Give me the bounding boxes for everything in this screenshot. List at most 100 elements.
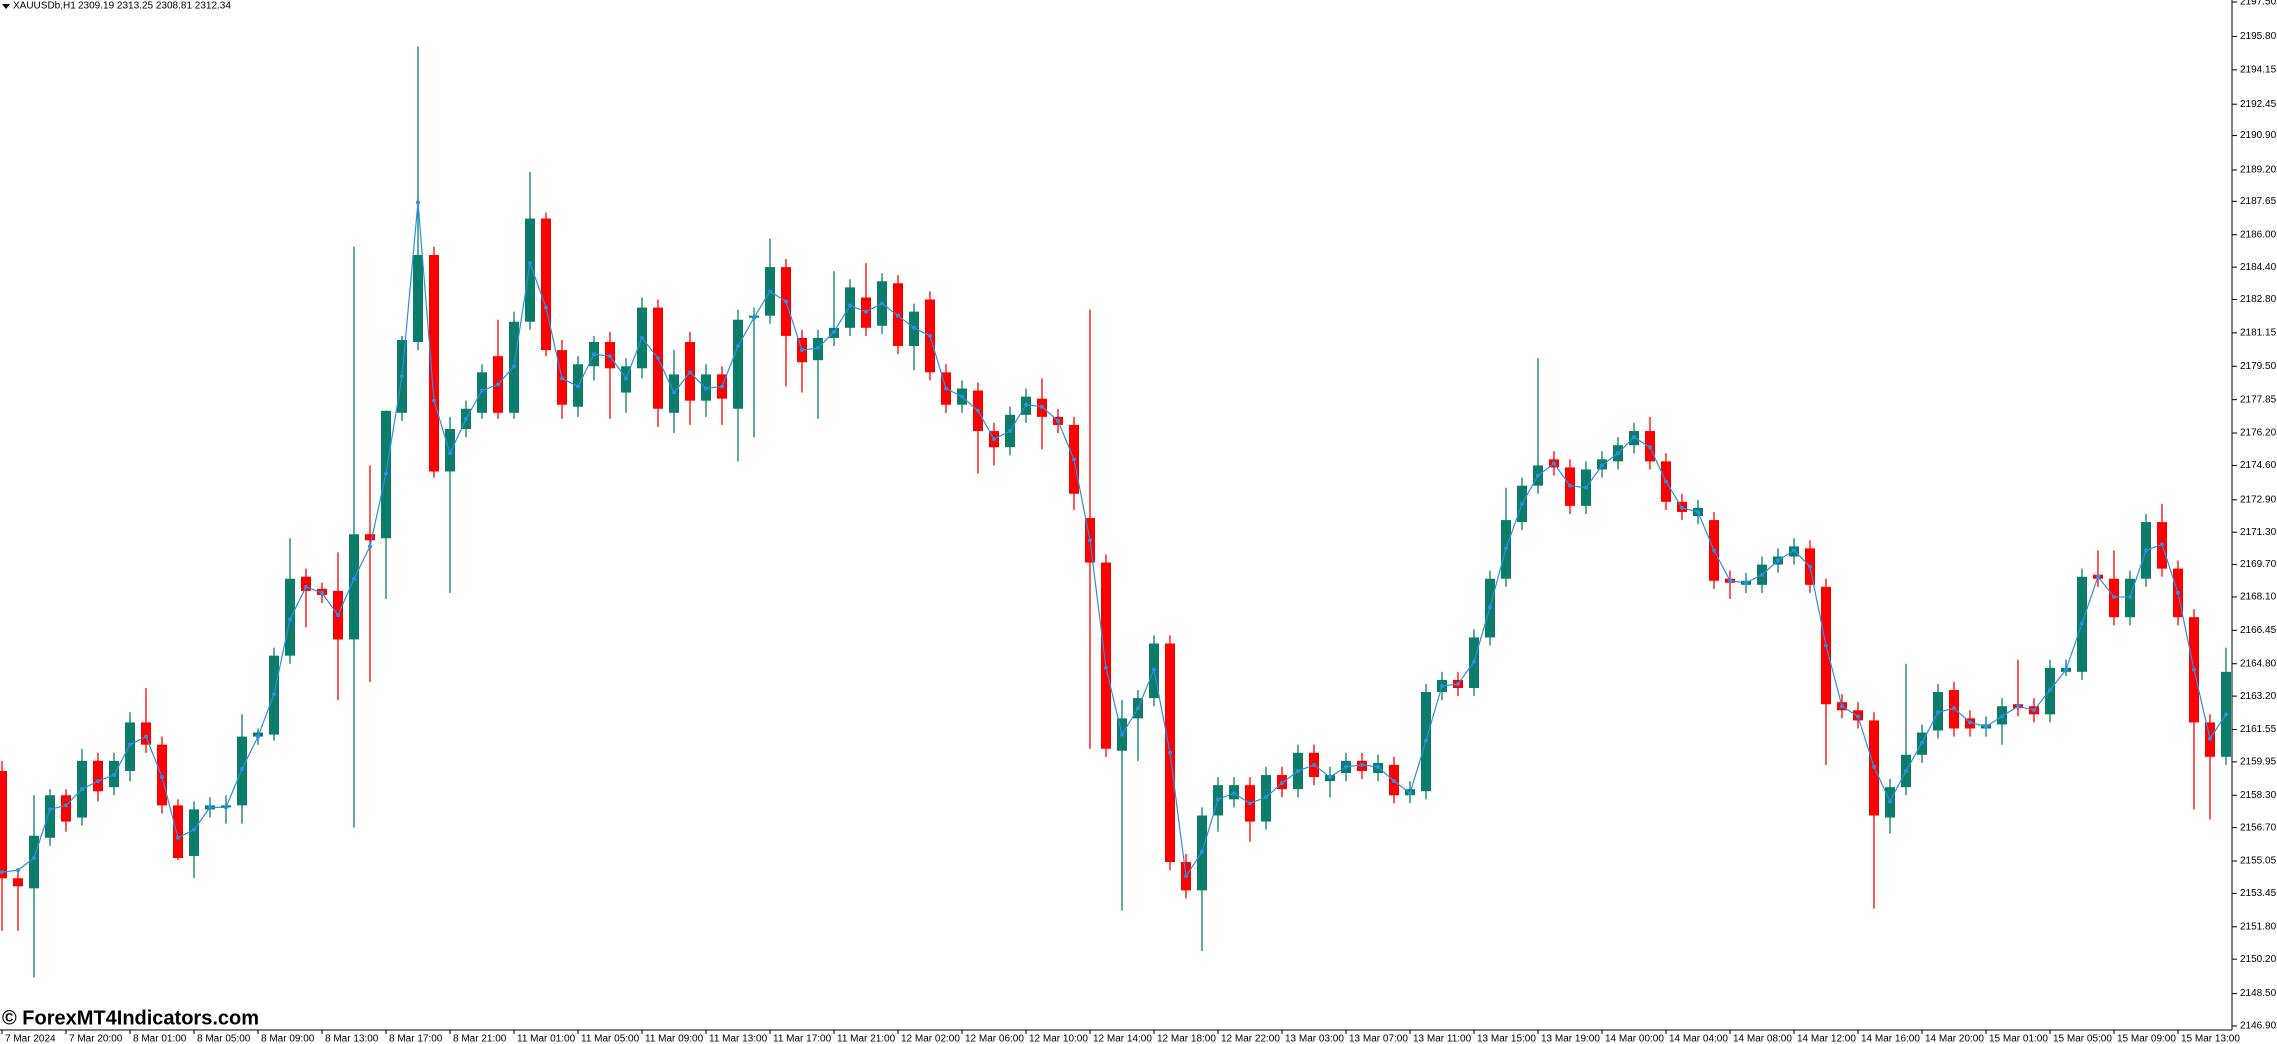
indicator-dot — [960, 394, 964, 399]
y-tick-label: 2195.80 — [2240, 31, 2277, 42]
indicator-dot — [1552, 461, 1556, 466]
candle-body — [525, 218, 535, 322]
candle-body — [13, 878, 23, 887]
indicator-dot — [1840, 704, 1844, 709]
indicator-dot — [576, 384, 580, 389]
indicator-dot — [2000, 714, 2004, 719]
indicator-dot — [1616, 451, 1620, 456]
indicator-dot — [32, 855, 36, 860]
indicator-dot — [1312, 762, 1316, 767]
indicator-dot — [96, 779, 100, 784]
indicator-dot — [1104, 665, 1108, 670]
indicator-dot — [1280, 781, 1284, 786]
indicator-dot — [768, 289, 772, 294]
indicator-dot — [128, 742, 132, 747]
indicator-dot — [1808, 564, 1812, 569]
y-tick-label: 2171.30 — [2240, 527, 2277, 538]
indicator-dot — [448, 451, 452, 456]
indicator-dot — [864, 309, 868, 314]
symbol-label: XAUUSDb,H1 — [13, 1, 76, 12]
indicator-dot — [1504, 546, 1508, 551]
indicator-dot — [800, 348, 804, 353]
y-tick-label: 2172.90 — [2240, 494, 2277, 505]
y-tick-label: 2184.40 — [2240, 262, 2277, 273]
indicator-dot — [1056, 418, 1060, 423]
indicator-dot — [2032, 708, 2036, 713]
indicator-dot — [992, 437, 996, 442]
x-tick-label: 15 Mar 13:00 — [2181, 1034, 2240, 1044]
x-tick-label: 11 Mar 01:00 — [517, 1034, 576, 1044]
indicator-dot — [352, 576, 356, 581]
x-tick-label: 12 Mar 22:00 — [1221, 1034, 1280, 1044]
indicator-dot — [1200, 849, 1204, 854]
indicator-dot — [1088, 538, 1092, 543]
indicator-dot — [432, 398, 436, 403]
candle-body — [429, 254, 439, 472]
indicator-dot — [816, 346, 820, 351]
x-tick-label: 13 Mar 19:00 — [1541, 1034, 1600, 1044]
y-tick-label: 2181.15 — [2240, 328, 2277, 339]
y-tick-label: 2177.85 — [2240, 394, 2277, 405]
candle-body — [733, 319, 743, 409]
x-tick-label: 11 Mar 09:00 — [645, 1034, 704, 1044]
candle-body — [445, 428, 455, 472]
indicator-dot — [1408, 791, 1412, 796]
indicator-dot — [1376, 764, 1380, 769]
indicator-dot — [896, 313, 900, 318]
indicator-dot — [736, 344, 740, 349]
watermark: © ForexMT4Indicators.com — [2, 1007, 259, 1029]
indicator-dot — [528, 261, 532, 266]
indicator-dot — [928, 333, 932, 338]
y-tick-label: 2164.80 — [2240, 658, 2277, 669]
indicator-dot — [2064, 667, 2068, 672]
indicator-dot — [368, 544, 372, 549]
candle-body — [61, 795, 71, 822]
indicator-dot — [1584, 485, 1588, 490]
indicator-dot — [512, 364, 516, 369]
candle-body — [93, 760, 103, 792]
indicator-dot — [208, 805, 212, 810]
indicator-dot — [784, 299, 788, 304]
indicator-dot — [1456, 681, 1460, 686]
indicator-dot — [1152, 667, 1156, 672]
indicator-dot — [1264, 795, 1268, 800]
indicator-dot — [384, 471, 388, 476]
candle-body — [349, 534, 359, 640]
indicator-dot — [1168, 750, 1172, 755]
indicator-dot — [1328, 775, 1332, 780]
y-tick-label: 2169.70 — [2240, 559, 2277, 570]
x-tick-label: 12 Mar 18:00 — [1157, 1034, 1216, 1044]
indicator-dot — [1680, 505, 1684, 510]
indicator-dot — [1568, 483, 1572, 488]
candle-body — [365, 534, 375, 541]
indicator-dot — [1248, 801, 1252, 806]
indicator-dot — [1520, 501, 1524, 506]
indicator-dot — [1936, 710, 1940, 715]
indicator-dot — [48, 807, 52, 812]
candle-body — [253, 732, 263, 737]
indicator-dot — [1888, 799, 1892, 804]
indicator-dot — [112, 773, 116, 778]
indicator-dot — [1344, 764, 1348, 769]
indicator-dot — [704, 386, 708, 391]
indicator-dot — [1392, 779, 1396, 784]
x-tick-label: 8 Mar 13:00 — [325, 1034, 379, 1044]
indicator-dot — [64, 803, 68, 808]
candle-body — [29, 835, 39, 889]
indicator-dot — [1776, 558, 1780, 563]
y-tick-label: 2189.20 — [2240, 165, 2277, 176]
y-tick-label: 2168.10 — [2240, 592, 2277, 603]
indicator-dot — [480, 388, 484, 393]
x-tick-label: 7 Mar 20:00 — [69, 1034, 123, 1044]
indicator-dot — [2144, 548, 2148, 553]
candle-body — [541, 218, 551, 351]
indicator-dot — [1648, 445, 1652, 450]
x-tick-label: 13 Mar 11:00 — [1413, 1034, 1472, 1044]
indicator-dot — [2176, 590, 2180, 595]
indicator-dot — [160, 775, 164, 780]
menu-arrow[interactable] — [2, 4, 10, 9]
y-tick-label: 2192.45 — [2240, 99, 2277, 110]
indicator-dot — [1792, 548, 1796, 553]
